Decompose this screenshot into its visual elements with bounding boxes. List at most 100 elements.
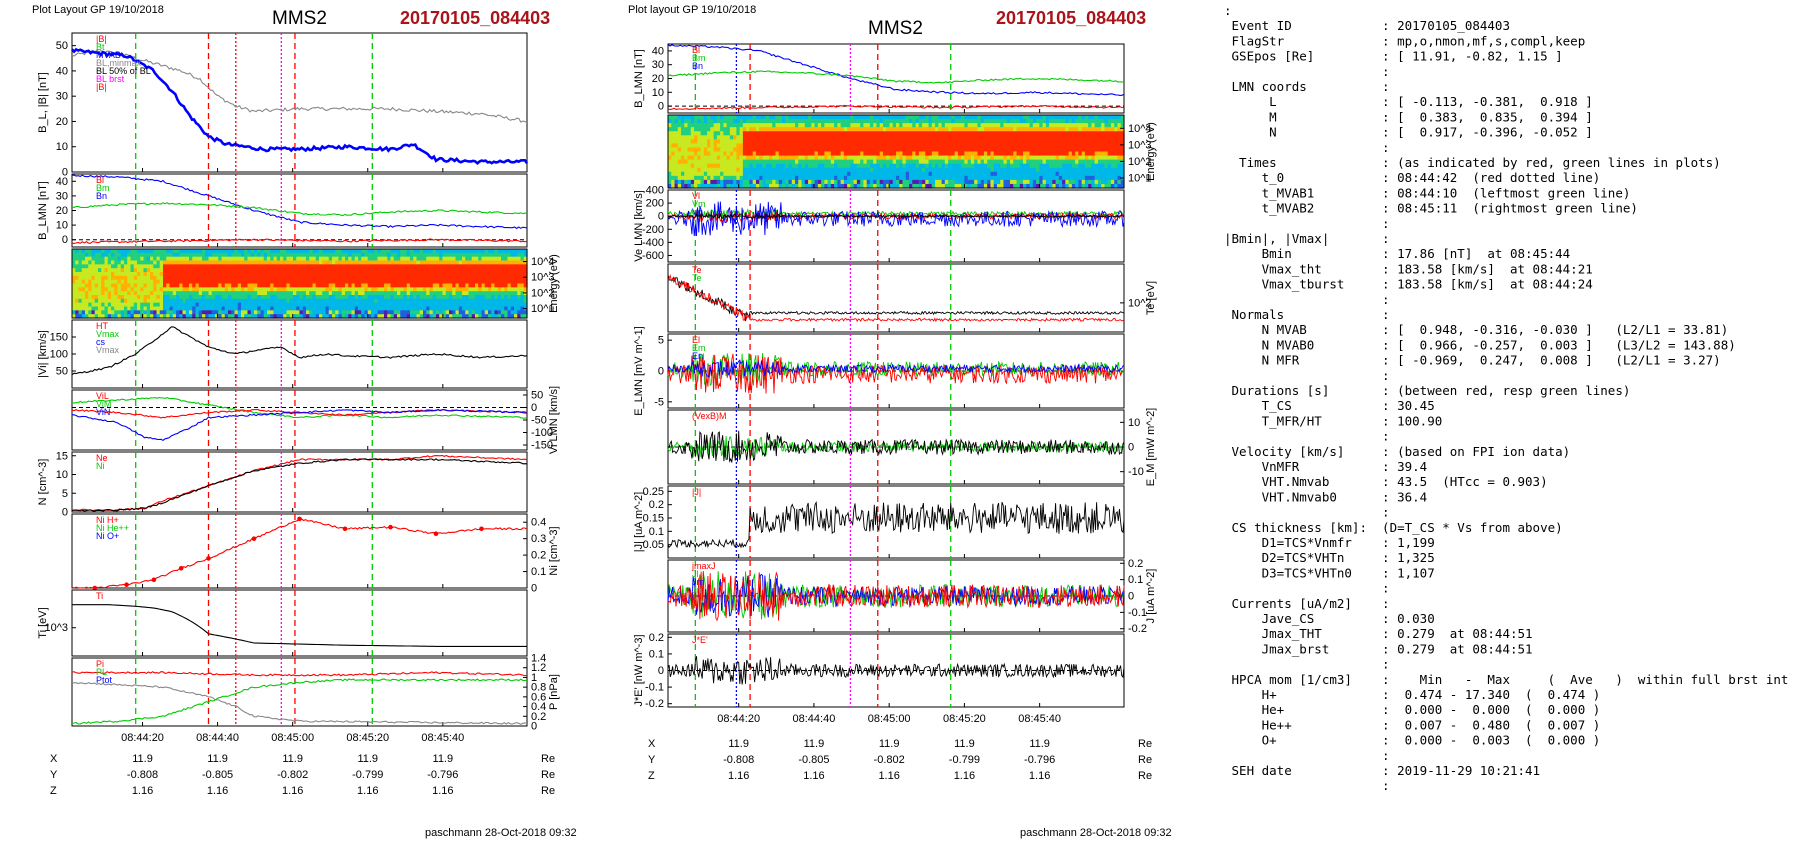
heatmap-L3-cell bbox=[315, 272, 320, 277]
heatmap-L3-cell bbox=[364, 295, 369, 300]
heatmap-L3-cell bbox=[189, 283, 193, 288]
heatmap-L3-cell bbox=[176, 302, 180, 308]
heatmap-L3-cell bbox=[465, 272, 470, 277]
heatmap-R2-cell bbox=[850, 139, 855, 144]
heatmap-L3-cell bbox=[111, 249, 115, 254]
heatmap-R2-cell bbox=[863, 147, 868, 153]
heatmap-R2-cell bbox=[707, 167, 711, 173]
heatmap-L3-cell bbox=[224, 302, 229, 308]
heatmap-L3-cell bbox=[273, 314, 278, 319]
heatmap-L3-cell bbox=[195, 249, 200, 254]
heatmap-R2-cell bbox=[801, 167, 806, 173]
heatmap-L3-cell bbox=[237, 302, 242, 308]
heatmap-R2-cell bbox=[912, 143, 917, 149]
heatmap-L3-cell bbox=[455, 279, 460, 285]
heatmap-R2-cell bbox=[808, 143, 812, 149]
heatmap-L3-cell bbox=[393, 283, 398, 288]
heatmap-R2-cell bbox=[817, 151, 822, 157]
heatmap-L3-cell bbox=[439, 314, 444, 319]
heatmap-L3-cell bbox=[351, 275, 356, 281]
heatmap-R2-cell bbox=[1016, 147, 1021, 153]
heatmap-L3-cell bbox=[172, 283, 177, 288]
heatmap-R2-cell bbox=[759, 127, 764, 132]
heatmap-R2-cell bbox=[814, 175, 819, 181]
heatmap-L3-cell bbox=[335, 298, 340, 304]
heatmap-L3-cell bbox=[501, 310, 505, 315]
heatmap-L3-cell bbox=[361, 283, 366, 288]
heatmap-L3-cell bbox=[393, 314, 398, 319]
heatmap-L3-cell bbox=[348, 302, 353, 308]
heatmap-L3-cell bbox=[91, 256, 96, 262]
heatmap-L3-cell bbox=[322, 268, 327, 273]
heatmap-R2-cell bbox=[915, 167, 920, 173]
heatmap-L3-cell bbox=[234, 287, 239, 292]
heatmap-L3-cell bbox=[75, 302, 80, 308]
heatmap-R2-cell bbox=[876, 135, 881, 140]
heatmap-L3-cell bbox=[114, 287, 119, 292]
heatmap-R2-cell bbox=[1006, 131, 1011, 136]
heatmap-R2-cell bbox=[746, 131, 751, 136]
heatmap-R2-cell bbox=[938, 167, 943, 173]
heatmap-L3-cell bbox=[397, 283, 401, 288]
series-bn bbox=[667, 104, 1125, 111]
heatmap-L3-cell bbox=[312, 287, 317, 292]
heatmap-L3-cell bbox=[309, 302, 314, 308]
heatmap-R2-cell bbox=[1000, 119, 1005, 124]
heatmap-L3-cell bbox=[195, 298, 200, 304]
heatmap-L3-cell bbox=[514, 275, 518, 281]
heatmap-R2-cell bbox=[817, 143, 822, 149]
heatmap-L3-cell bbox=[504, 279, 509, 285]
heatmap-L3-cell bbox=[270, 314, 275, 319]
heatmap-R2-cell bbox=[746, 151, 751, 157]
heatmap-L3-cell bbox=[302, 264, 307, 269]
heatmap-L3-cell bbox=[406, 287, 411, 292]
heatmap-R2-cell bbox=[677, 119, 682, 124]
heatmap-L3-cell bbox=[247, 264, 252, 269]
heatmap-R2-cell bbox=[762, 171, 767, 177]
heatmap-R2-cell bbox=[1010, 159, 1014, 165]
heatmap-R2-cell bbox=[889, 159, 894, 165]
heatmap-R2-cell bbox=[677, 167, 682, 173]
heatmap-R2-cell bbox=[961, 151, 965, 157]
y-tick-label: 40 bbox=[652, 45, 664, 57]
heatmap-R2-cell bbox=[736, 143, 741, 149]
heatmap-L3-cell bbox=[351, 306, 356, 311]
heatmap-L3-cell bbox=[488, 283, 492, 288]
y-tick-label: 0 bbox=[62, 167, 68, 179]
heatmap-L3-cell bbox=[150, 249, 154, 254]
heatmap-R2-cell bbox=[873, 115, 878, 120]
heatmap-L3-cell bbox=[221, 287, 226, 292]
heatmap-L3-cell bbox=[387, 275, 392, 281]
heatmap-R2-cell bbox=[876, 119, 881, 124]
heatmap-L3-cell bbox=[283, 283, 288, 288]
heatmap-R2-cell bbox=[931, 155, 936, 161]
heatmap-L3-cell bbox=[351, 260, 356, 265]
heatmap-L3-cell bbox=[322, 310, 327, 315]
heatmap-L3-cell bbox=[237, 310, 242, 315]
heatmap-R2-cell bbox=[896, 119, 900, 124]
heatmap-L3-cell bbox=[289, 279, 294, 285]
heatmap-R2-cell bbox=[922, 151, 926, 157]
heatmap-L3-cell bbox=[124, 268, 128, 273]
heatmap-R2-cell bbox=[912, 119, 917, 124]
heatmap-L3-cell bbox=[72, 295, 76, 300]
heatmap-L3-cell bbox=[143, 264, 148, 269]
heatmap-R2-cell bbox=[1026, 131, 1031, 136]
heatmap-R2-cell bbox=[788, 183, 793, 189]
heatmap-R2-cell bbox=[713, 179, 718, 185]
heatmap-R2-cell bbox=[775, 147, 780, 153]
heatmap-L3-cell bbox=[445, 256, 450, 262]
heatmap-L3-cell bbox=[273, 283, 278, 288]
heatmap-R2-cell bbox=[850, 159, 855, 165]
heatmap-R2-cell bbox=[677, 115, 682, 120]
heatmap-R2-cell bbox=[1006, 147, 1011, 153]
heatmap-R2-cell bbox=[671, 167, 676, 173]
heatmap-R2-cell bbox=[668, 115, 672, 120]
heatmap-L3-cell bbox=[520, 298, 525, 304]
heatmap-R2-cell bbox=[798, 131, 803, 136]
heatmap-L3-cell bbox=[332, 302, 336, 308]
heatmap-R2-cell bbox=[915, 123, 920, 128]
heatmap-L3-cell bbox=[241, 275, 245, 281]
heatmap-R2-cell bbox=[918, 123, 923, 128]
heatmap-R2-cell bbox=[726, 119, 731, 124]
